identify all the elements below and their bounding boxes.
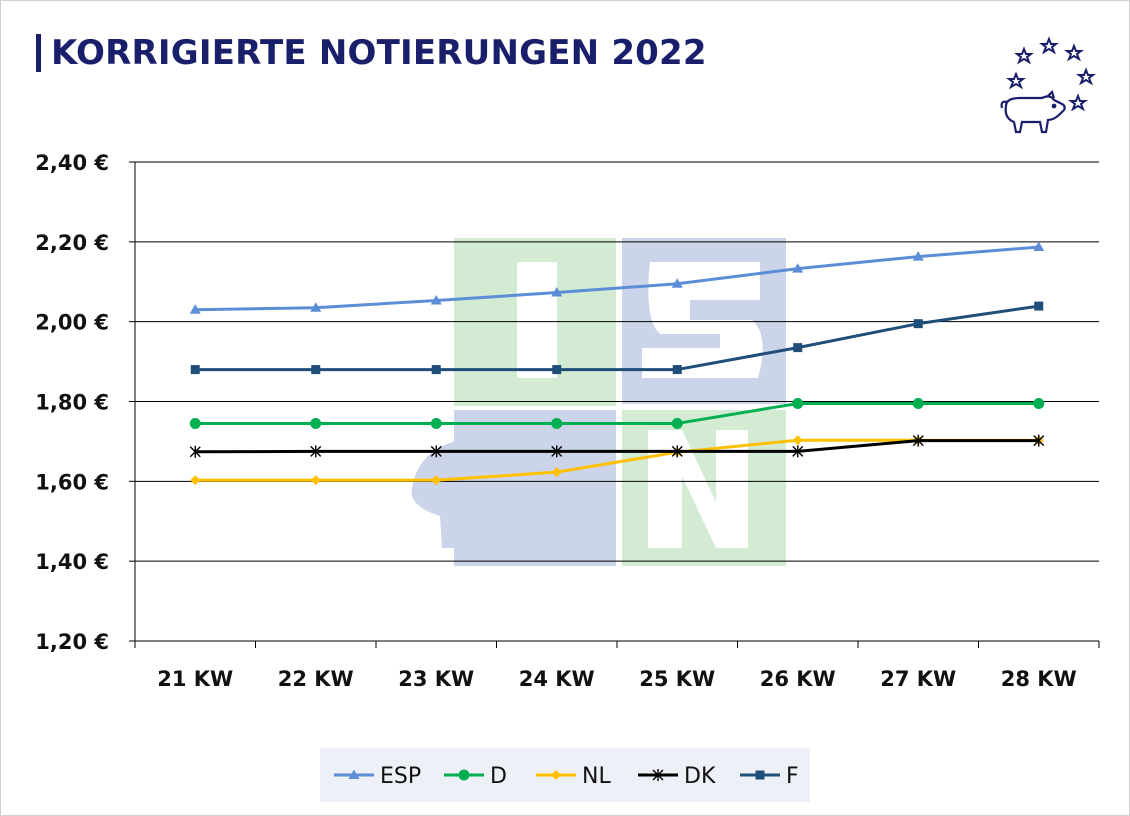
series-f [190,301,1044,375]
legend-item-d: D [444,764,507,789]
series-line-dk [195,439,1039,454]
data-point-dk [792,445,804,458]
logo-star-icon [1064,43,1084,62]
y-tick-label: 2,20 € [35,231,109,255]
series-line-esp [195,245,1039,312]
data-point-d [1033,397,1045,409]
x-tick-label: 25 KW [639,667,715,691]
logo-star-icon [1068,93,1088,112]
data-point-d [671,417,683,429]
y-tick-label: 1,40 € [35,550,109,574]
data-point-d [912,397,924,409]
legend-item-dk: DK [638,764,716,789]
data-point-d [792,397,804,409]
data-point-esp [1033,241,1045,252]
data-point-f [672,365,682,375]
data-point-nl [431,475,442,486]
data-point-dk [189,445,201,458]
data-point-esp [189,304,201,314]
data-point-d [189,417,201,429]
legend-label: DK [684,764,716,789]
x-tick-label: 23 KW [398,667,474,691]
series-layer [189,241,1045,486]
logo-star-icon [1006,71,1026,90]
chart-title: KORRIGIERTE NOTIERUNGEN 2022 [51,33,707,73]
data-point-esp [551,287,563,297]
data-point-nl [190,475,201,486]
data-point-f [913,319,923,329]
series-esp [189,241,1045,314]
data-point-nl [310,475,321,486]
logo-star-icon [1076,67,1096,86]
legend: ESP D NL DK F [320,748,810,802]
legend-marker [652,769,664,781]
x-tick-label: 21 KW [157,667,233,691]
legend-item-esp: ESP [334,764,421,789]
data-point-nl [792,435,803,446]
data-point-d [551,417,563,429]
x-tick-label: 28 KW [1001,667,1077,691]
series-d [189,397,1045,429]
data-point-dk [671,445,683,458]
legend-item-f: F [740,764,799,789]
data-point-f [431,365,441,375]
data-point-f [552,365,562,375]
y-tick-label: 1,60 € [35,470,109,494]
title-block: KORRIGIERTE NOTIERUNGEN 2022 [36,30,707,76]
legend-item-nl: NL [536,764,611,789]
legend-label: NL [582,764,611,789]
x-tick-label: 24 KW [519,667,595,691]
y-tick-labels: 2,40 € 2,20 € 2,00 € 1,80 € 1,60 € 1,40 € 1,20… [35,151,109,654]
series-line-d [195,401,1039,425]
legend-label: D [490,764,507,789]
gridlines [135,161,1099,642]
data-point-dk [1033,434,1045,447]
x-tick-label: 27 KW [880,667,956,691]
legend-marker [348,769,360,779]
data-point-nl [551,467,562,478]
y-tick-label: 1,80 € [35,391,109,415]
legend-marker [458,769,470,781]
data-point-esp [310,302,322,312]
data-point-d [310,417,322,429]
x-tick-label: 26 KW [760,667,836,691]
x-tick-labels: 21 KW 22 KW 23 KW 24 KW 25 KW 26 KW 27 KW 28 KW [157,667,1076,691]
data-point-esp [792,263,804,273]
isn-watermark [411,238,786,566]
axes [129,161,1100,648]
x-tick-label: 22 KW [278,667,354,691]
legend-marker [755,770,765,780]
pig-stars-logo-icon [1000,36,1096,134]
data-point-esp [671,278,683,288]
legend-label: F [786,764,799,789]
legend-marker [551,770,561,780]
y-tick-label: 2,40 € [35,151,109,175]
data-point-f [793,343,803,353]
logo-star-icon [1014,46,1034,65]
legend-label: ESP [380,764,421,789]
title-accent-bar [36,34,41,72]
data-point-f [190,365,200,375]
logo-pig-icon [1000,89,1066,134]
data-point-dk [310,445,322,458]
series-dk [189,434,1045,458]
series-line-nl [195,438,1039,482]
data-point-f [311,365,321,375]
y-tick-label: 2,00 € [35,311,109,335]
logo-star-icon [1039,36,1059,55]
data-point-dk [912,434,924,447]
data-point-dk [551,445,563,458]
data-point-dk [430,445,442,458]
series-line-f [195,304,1039,372]
data-point-f [1034,301,1044,311]
y-tick-label: 1,20 € [35,630,109,654]
data-point-esp [430,295,442,305]
data-point-esp [912,251,924,261]
data-point-d [430,417,442,429]
